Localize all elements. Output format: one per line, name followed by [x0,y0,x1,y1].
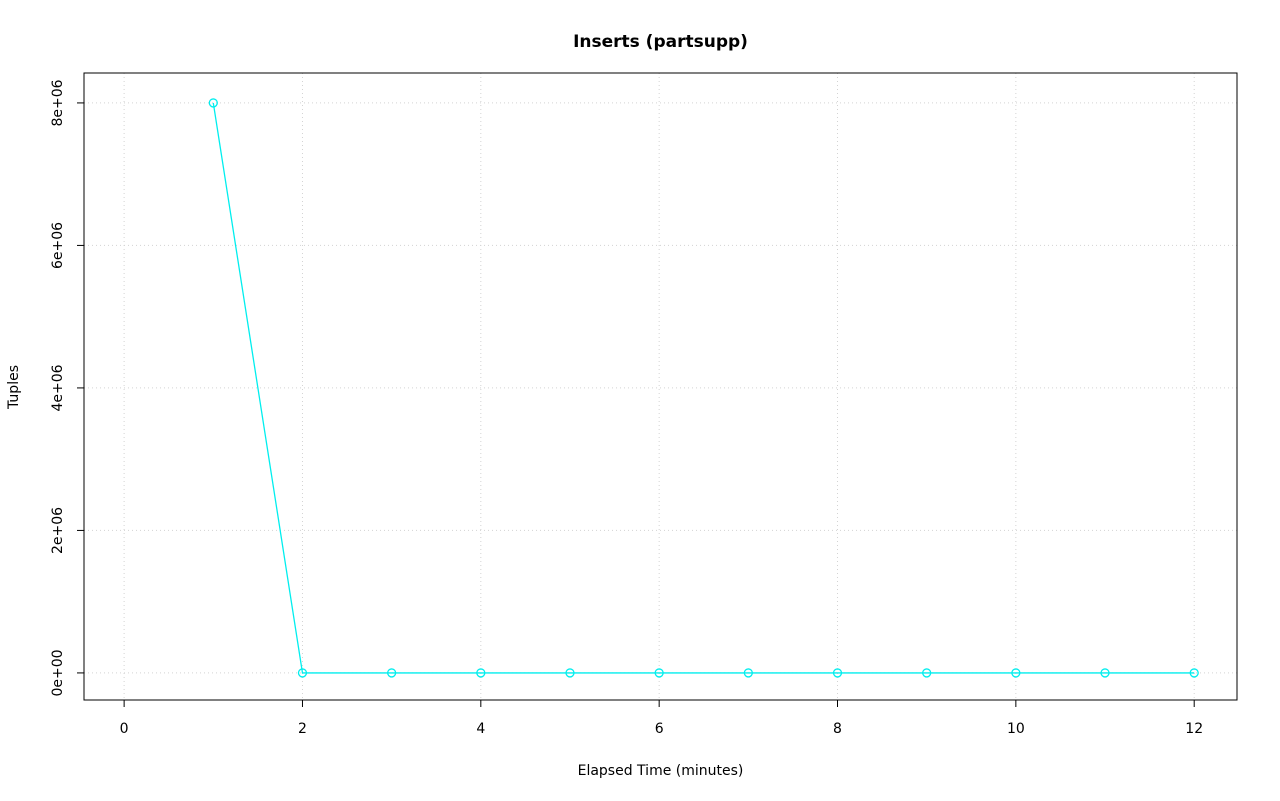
chart-title: Inserts (partsupp) [573,32,748,52]
x-tick-label: 12 [1185,721,1203,737]
data-point [386,668,397,678]
plot-frame [83,72,1238,701]
x-tick-label: 2 [298,721,307,737]
data-line [212,102,1195,674]
y-tick-label: 0e+00 [50,649,66,696]
x-tick-label: 4 [476,721,485,737]
data-point [565,668,575,678]
y-tick-label: 6e+06 [50,222,66,269]
x-tick-label: 6 [655,721,664,737]
data-point [1100,668,1110,678]
data-point [1189,668,1199,678]
y-tick-label: 2e+06 [50,507,66,554]
y-axis-label: Tuples [6,365,22,409]
data-point [208,98,218,108]
y-tick-label: 4e+06 [50,364,66,411]
data-point [476,668,486,678]
data-point [743,668,753,678]
x-tick-label: 8 [833,721,842,737]
x-axis-label: Elapsed Time (minutes) [577,763,744,779]
data-point [832,668,843,678]
y-tick-label: 8e+06 [50,79,66,126]
data-point [922,668,932,678]
x-tick-label: 0 [120,721,129,737]
data-point [297,668,308,678]
data-point [1011,668,1021,678]
data-point [654,668,664,678]
x-tick-label: 10 [1007,721,1025,737]
